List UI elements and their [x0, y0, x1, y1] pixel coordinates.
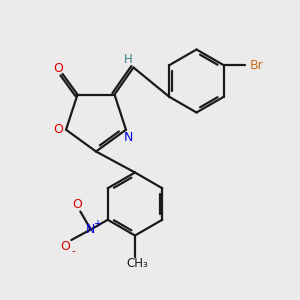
Text: O: O — [54, 62, 64, 75]
Text: +: + — [93, 219, 101, 229]
Text: H: H — [124, 52, 132, 66]
Text: -: - — [72, 246, 76, 256]
Text: N: N — [86, 223, 95, 236]
Text: O: O — [60, 240, 70, 253]
Text: O: O — [53, 123, 63, 136]
Text: N: N — [123, 131, 133, 144]
Text: CH₃: CH₃ — [126, 256, 148, 270]
Text: O: O — [72, 198, 82, 212]
Text: Br: Br — [249, 59, 263, 72]
